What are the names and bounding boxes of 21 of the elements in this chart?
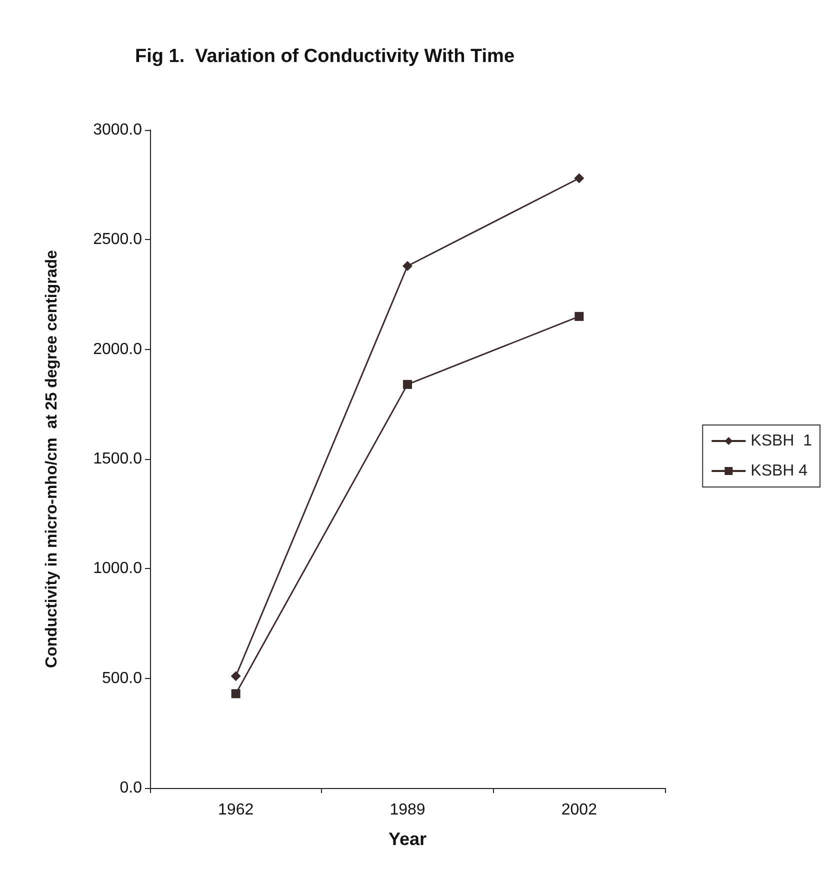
y-tick-label: 1500.0 [93, 450, 142, 468]
legend-label: KSBH 1 [750, 432, 812, 450]
point [231, 689, 240, 698]
chart-title: Fig 1. Variation of Conductivity With Time [135, 46, 515, 67]
point [574, 312, 584, 321]
y-tick-label: 1000.0 [93, 560, 142, 578]
y-tick-label: 2000.0 [93, 340, 142, 358]
x-tick-label: 1989 [390, 802, 426, 818]
point [230, 671, 241, 682]
x-axis-title: Year [388, 829, 427, 849]
x-tick-label: 1962 [218, 802, 254, 818]
y-tick-label: 2500.0 [93, 231, 142, 248]
point [402, 260, 412, 271]
y-axis-title: Conductivity in micro-mho/cm at 25 degree centigrade [44, 250, 60, 668]
point [403, 380, 412, 389]
y-tick-label: 3000.0 [93, 122, 142, 138]
y-tick-label: 0.0 [120, 780, 142, 796]
y-tick-label: 500.0 [102, 670, 142, 687]
x-tick-label: 2002 [561, 802, 598, 818]
legend-label: KSBH 4 [750, 462, 808, 480]
point [574, 173, 584, 184]
